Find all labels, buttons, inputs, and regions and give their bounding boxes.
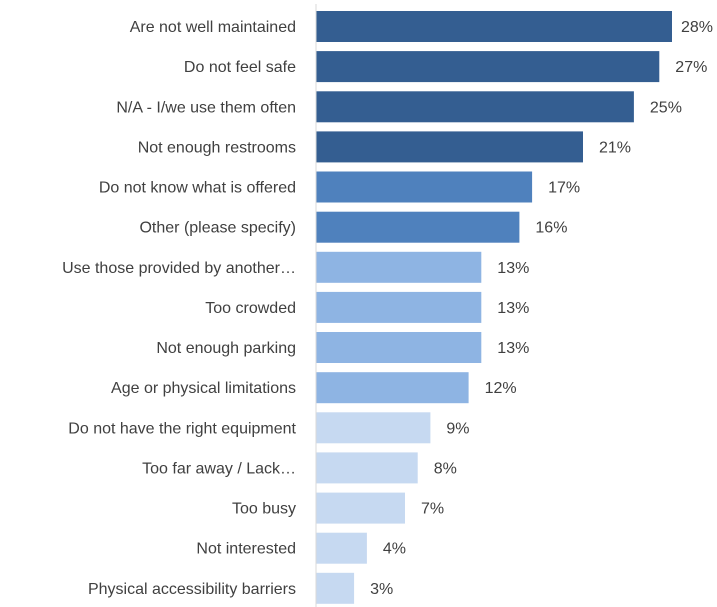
- bar: [316, 11, 672, 42]
- bar: [316, 251, 482, 283]
- category-labels-group: Are not well maintained Do not feel safe N…: [62, 19, 296, 598]
- category-label: Not enough parking: [156, 340, 296, 357]
- category-label: Do not know what is offered: [99, 180, 296, 197]
- category-label: Use those provided by another…: [62, 260, 296, 277]
- value-label: 25%: [650, 99, 682, 116]
- category-label: Too busy: [232, 501, 296, 518]
- category-label: Are not well maintained: [130, 19, 296, 36]
- category-label: Not enough restrooms: [138, 139, 296, 156]
- bar: [316, 372, 469, 404]
- value-label: 3%: [370, 581, 393, 598]
- value-label: 13%: [497, 300, 529, 317]
- bar: [316, 51, 660, 83]
- value-label: 16%: [535, 220, 567, 237]
- bar: [316, 452, 418, 484]
- bar: [316, 412, 431, 444]
- value-label: 8%: [434, 460, 457, 477]
- category-label: N/A - I/we use them often: [116, 99, 296, 116]
- bar: [316, 171, 533, 203]
- value-label: 9%: [446, 420, 469, 437]
- bar: [316, 131, 583, 163]
- value-label: 17%: [548, 180, 580, 197]
- value-label: 12%: [485, 380, 517, 397]
- category-label: Physical accessibility barriers: [88, 581, 296, 598]
- category-label: Too far away / Lack…: [142, 460, 296, 477]
- value-label: 7%: [421, 501, 444, 518]
- value-label: 13%: [497, 340, 529, 357]
- bars-group: [316, 11, 672, 604]
- value-labels-group: 28% 27% 25% 21% 17% 16% 13% 13% 13% 12% 9% 8% 7% 4% 3%: [370, 19, 713, 598]
- bar: [316, 572, 355, 604]
- category-label: Too crowded: [205, 300, 296, 317]
- category-label: Do not have the right equipment: [68, 420, 296, 437]
- bar: [316, 532, 367, 564]
- value-label: 27%: [675, 59, 707, 76]
- bar: [316, 91, 634, 123]
- value-label: 28%: [681, 19, 713, 36]
- value-label: 21%: [599, 139, 631, 156]
- bar: [316, 492, 405, 524]
- category-label: Age or physical limitations: [111, 380, 296, 397]
- bar: [316, 291, 482, 323]
- bar: [316, 211, 520, 243]
- category-label: Not interested: [196, 541, 296, 558]
- category-label: Other (please specify): [139, 220, 296, 237]
- bar: [316, 332, 482, 363]
- category-label: Do not feel safe: [184, 59, 296, 76]
- value-label: 13%: [497, 260, 529, 277]
- value-label: 4%: [383, 541, 406, 558]
